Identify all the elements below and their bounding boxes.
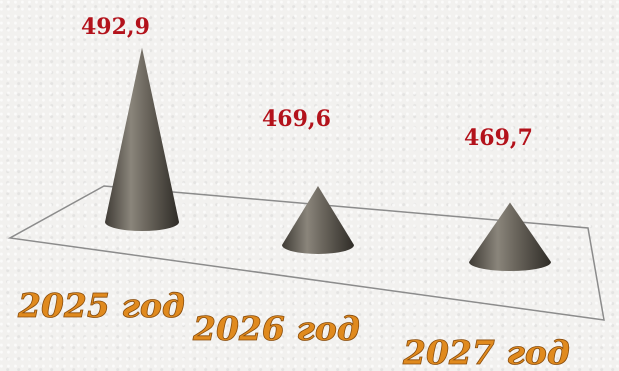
category-labels-group: 2025 год 2026 год 2027 год [17, 286, 571, 371]
cone-body [105, 47, 179, 231]
cone-mark [469, 202, 551, 271]
value-label: 469,7 [464, 125, 533, 151]
cone-mark [105, 47, 179, 231]
chart-floor [7, 185, 605, 321]
cone-body [469, 202, 551, 271]
value-label: 492,9 [81, 14, 150, 40]
category-label: 2026 год [192, 309, 360, 348]
category-label: 2025 год [17, 286, 185, 325]
category-label: 2027 год [402, 333, 570, 371]
cones-group [105, 47, 551, 271]
value-labels-group: 492,9 469,6 469,7 [81, 14, 533, 151]
value-label: 469,6 [262, 106, 331, 132]
cone-mark [282, 186, 354, 254]
cone-body [282, 186, 354, 254]
